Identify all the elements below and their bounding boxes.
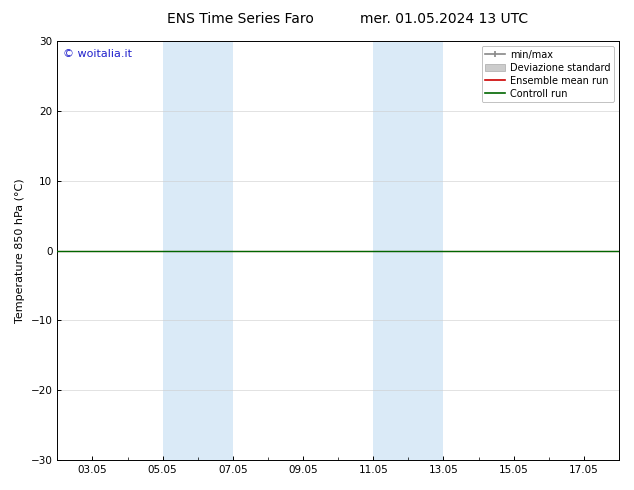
Bar: [162, 41, 233, 460]
Text: mer. 01.05.2024 13 UTC: mer. 01.05.2024 13 UTC: [359, 12, 528, 26]
Bar: [373, 41, 443, 460]
Y-axis label: Temperature 850 hPa (°C): Temperature 850 hPa (°C): [15, 178, 25, 323]
Text: ENS Time Series Faro: ENS Time Series Faro: [167, 12, 314, 26]
Text: © woitalia.it: © woitalia.it: [63, 49, 132, 59]
Legend: min/max, Deviazione standard, Ensemble mean run, Controll run: min/max, Deviazione standard, Ensemble m…: [482, 46, 614, 102]
